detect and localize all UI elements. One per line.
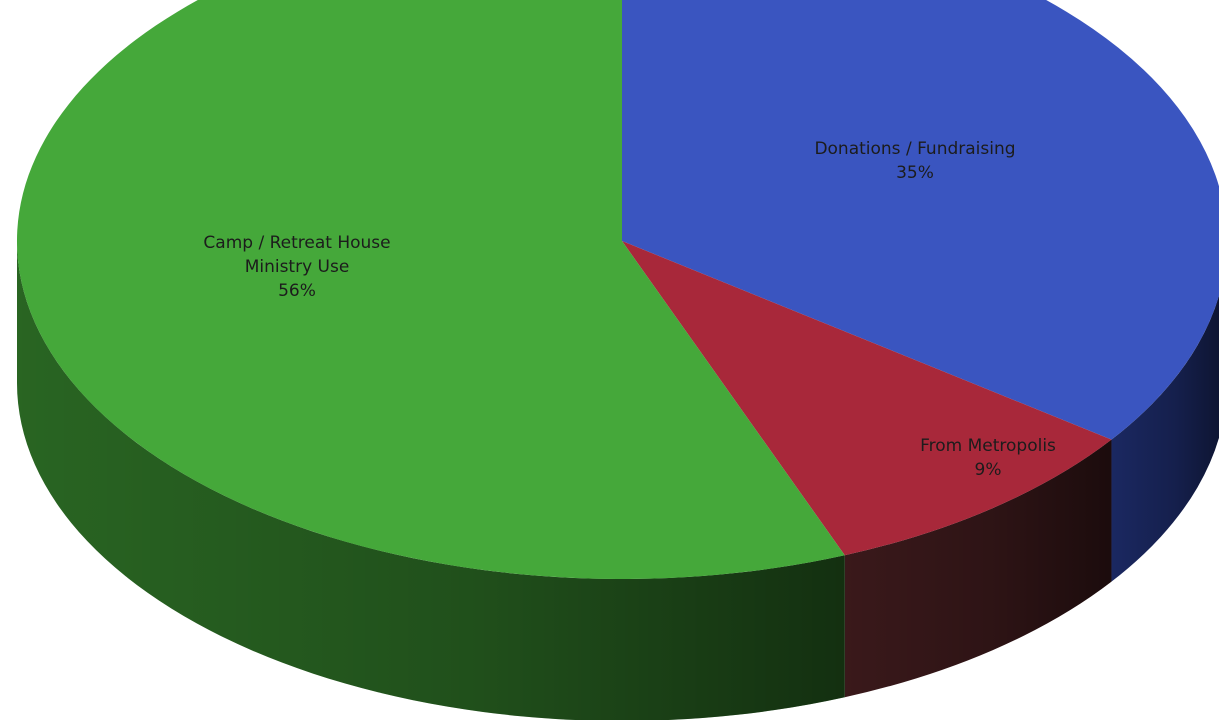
- data-label-1: Donations / Fundraising 35%: [814, 139, 1015, 183]
- pie-side-shade-1: [1111, 295, 1219, 582]
- pie-slice-3: [17, 0, 845, 579]
- data-label-category: Camp / Retreat House: [203, 233, 390, 253]
- data-label-percent: 56%: [278, 281, 316, 301]
- data-label-2: From Metropolis 9%: [920, 436, 1056, 480]
- pie-side-shade-2: [844, 439, 1112, 698]
- pie-top-faces: [17, 0, 1219, 579]
- data-label-category: From Metropolis: [920, 436, 1056, 456]
- data-label-percent: 9%: [975, 460, 1002, 480]
- pie-labels: Donations / Fundraising 35% From Metropoli…: [203, 139, 1056, 480]
- pie-slice-2: [622, 241, 1112, 556]
- data-label-percent: 35%: [896, 163, 934, 183]
- pie-side-walls: [17, 241, 1219, 720]
- data-label-category: Donations / Fundraising: [814, 139, 1015, 159]
- data-label-category: Ministry Use: [245, 257, 350, 277]
- pie-slice-1: [622, 0, 1219, 440]
- data-label-3: Camp / Retreat House Ministry Use 56%: [203, 233, 390, 301]
- pie-side-shade-3: [17, 241, 845, 720]
